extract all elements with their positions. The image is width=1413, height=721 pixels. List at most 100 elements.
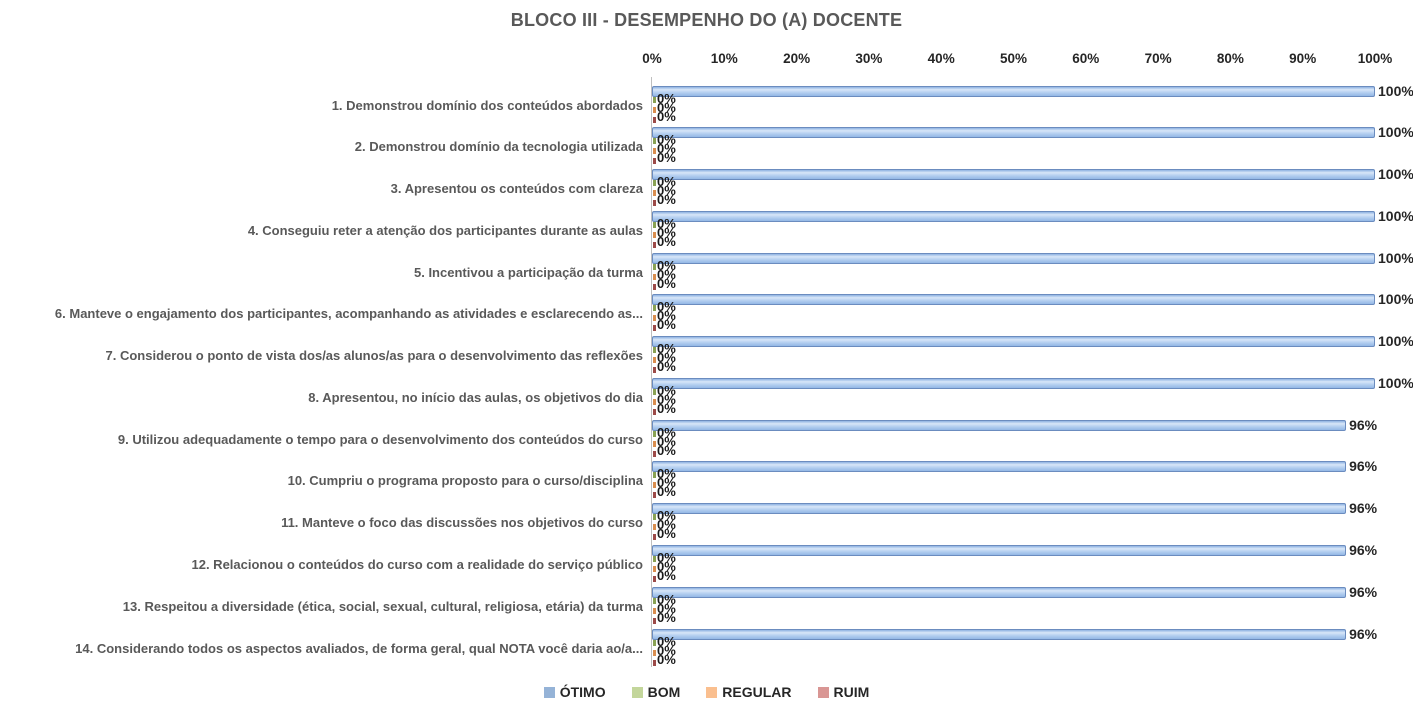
bar-otimo (652, 294, 1375, 306)
zero-value-label: 0% (657, 150, 676, 166)
bar-otimo (652, 85, 1375, 97)
bar-regular (653, 190, 656, 197)
bar-otimo (652, 169, 1375, 181)
bar-value-label: 100% (1378, 124, 1413, 141)
zero-value-label: 0% (657, 567, 676, 583)
x-axis-tick-label: 70% (1144, 51, 1172, 66)
bar-ruim (653, 408, 656, 415)
zero-value-label: 0% (657, 466, 676, 482)
zero-value-label: 0% (657, 400, 676, 416)
zero-value-label: 0% (657, 141, 676, 157)
bar-regular (653, 482, 656, 489)
bar-ruim (653, 116, 656, 123)
bar-otimo (652, 127, 1375, 139)
zero-value-label: 0% (657, 517, 676, 533)
bar-ruim (653, 158, 656, 165)
bar-bom (653, 138, 656, 145)
bar-regular (653, 315, 656, 322)
bar-bom (653, 263, 656, 270)
bar-regular (653, 398, 656, 405)
zero-value-label: 0% (657, 257, 676, 273)
bar-ruim (653, 367, 656, 374)
zero-value-label: 0% (657, 108, 676, 124)
chart-title: BLOCO III - DESEMPENHO DO (A) DOCENTE (510, 10, 903, 30)
category-label: 6. Manteve o engajamento dos participant… (54, 306, 643, 322)
bar-regular (653, 106, 656, 113)
bar-bom (653, 96, 656, 103)
zero-value-label: 0% (657, 549, 676, 565)
zero-value-label: 0% (657, 433, 676, 449)
zero-value-label: 0% (657, 558, 676, 574)
bar-regular (653, 607, 656, 614)
zero-value-label: 0% (657, 391, 676, 407)
bar-ruim (653, 450, 656, 457)
zero-value-label: 0% (657, 317, 676, 333)
bar-bom (653, 639, 656, 646)
zero-value-label: 0% (657, 591, 676, 607)
legend-swatch-icon (631, 686, 643, 698)
bar-value-label: 96% (1349, 458, 1378, 475)
bar-ruim (653, 241, 656, 248)
zero-value-label: 0% (657, 651, 676, 667)
bar-bom (653, 555, 656, 562)
bar-regular (653, 357, 656, 364)
category-label: 9. Utilizou adequadamente o tempo para o… (117, 431, 643, 447)
bar-bom (653, 514, 656, 521)
zero-value-label: 0% (657, 275, 676, 291)
zero-value-label: 0% (657, 299, 676, 315)
zero-value-label: 0% (657, 424, 676, 440)
zero-value-label: 0% (657, 475, 676, 491)
bar-regular (653, 565, 656, 572)
bar-bom (653, 305, 656, 312)
bar-otimo (652, 210, 1375, 222)
bar-regular (653, 649, 656, 656)
legend-swatch-icon (706, 686, 718, 698)
zero-value-label: 0% (657, 341, 676, 357)
legend-label: ÓTIMO (559, 684, 606, 700)
category-label: 11. Manteve o foco das discussões nos ob… (281, 515, 643, 531)
bar-otimo (652, 503, 1347, 515)
category-label: 5. Incentivou a participação da turma (413, 264, 643, 280)
bar-value-label: 100% (1378, 291, 1413, 308)
bar-value-label: 96% (1349, 625, 1378, 642)
zero-value-label: 0% (657, 633, 676, 649)
bar-regular (653, 148, 656, 155)
legend-item-ruim: RUIM (817, 684, 870, 700)
zero-value-label: 0% (657, 484, 676, 500)
zero-value-label: 0% (657, 609, 676, 625)
bar-ruim (653, 200, 656, 207)
bar-ruim (653, 575, 656, 582)
bar-bom (653, 597, 656, 604)
x-axis-tick-label: 60% (1072, 51, 1100, 66)
legend-item-bom: BOM (631, 684, 681, 700)
bar-value-label: 100% (1378, 207, 1413, 224)
zero-value-label: 0% (657, 308, 676, 324)
legend-label: BOM (647, 684, 681, 700)
bar-otimo (652, 628, 1347, 640)
category-label: 14. Considerando todos os aspectos avali… (75, 640, 643, 656)
bar-value-label: 100% (1378, 166, 1413, 183)
x-axis-tick-label: 80% (1216, 51, 1244, 66)
category-label: 8. Apresentou, no início das aulas, os o… (308, 389, 643, 405)
zero-value-label: 0% (657, 526, 676, 542)
bar-value-label: 96% (1349, 541, 1378, 558)
zero-value-label: 0% (657, 215, 676, 231)
bar-regular (653, 273, 656, 280)
zero-value-label: 0% (657, 266, 676, 282)
bar-regular (653, 231, 656, 238)
bar-ruim (653, 617, 656, 624)
legend-label: RUIM (833, 684, 870, 700)
x-axis-tick-label: 30% (855, 51, 883, 66)
bar-value-label: 96% (1349, 583, 1378, 600)
zero-value-label: 0% (657, 508, 676, 524)
bar-ruim (653, 659, 656, 666)
category-label: 3. Apresentou os conteúdos com clareza (390, 181, 643, 197)
zero-value-label: 0% (657, 90, 676, 106)
zero-value-label: 0% (657, 132, 676, 148)
legend-item-ótimo: ÓTIMO (543, 684, 606, 700)
bar-ruim (653, 492, 656, 499)
bar-regular (653, 524, 656, 531)
chart-legend: ÓTIMO BOM REGULAR RUIM (0, 684, 1413, 700)
category-label: 7. Considerou o ponto de vista dos/as al… (105, 348, 643, 364)
